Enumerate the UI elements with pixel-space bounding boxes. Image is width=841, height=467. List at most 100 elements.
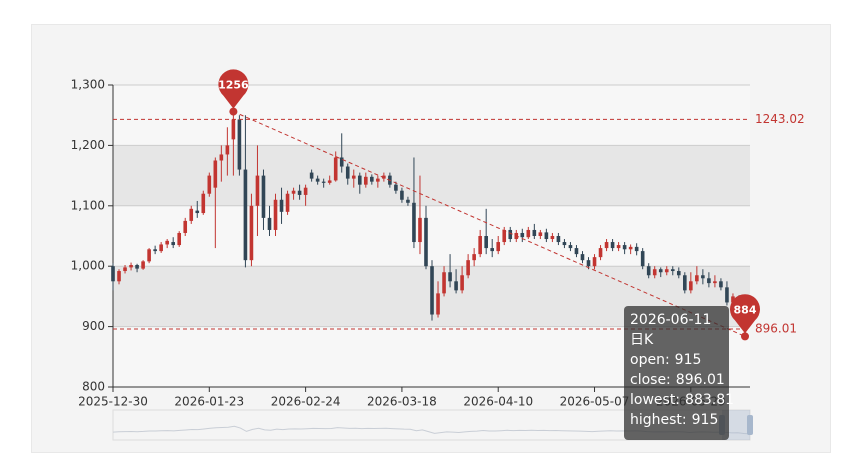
candle-body — [442, 272, 446, 294]
split-area — [113, 85, 750, 146]
candle-body — [165, 240, 169, 245]
candle-body — [183, 220, 188, 233]
candle-body — [689, 281, 693, 291]
candle-body — [153, 249, 157, 252]
y-tick-label: 1,000 — [71, 259, 105, 273]
candle-body — [568, 245, 573, 249]
x-tick-label: 2026-05-07 — [560, 395, 630, 409]
tooltip-row: open: 915 — [630, 350, 723, 370]
candle-body — [454, 281, 458, 291]
candle-body — [616, 245, 621, 249]
candle-body — [376, 178, 380, 182]
candle-body — [159, 244, 163, 252]
tooltip-row: close: 896.01 — [630, 370, 725, 390]
candle-body — [117, 271, 121, 282]
candle-body — [273, 199, 278, 230]
candle-body — [231, 119, 236, 140]
candle-body — [676, 271, 681, 276]
candle-body — [357, 175, 362, 185]
tooltip-row: highest: 915 — [630, 410, 723, 430]
tooltip-label: lowest: — [630, 392, 681, 408]
candle-body — [291, 190, 296, 194]
candle-body — [490, 248, 495, 252]
candle-body — [327, 180, 332, 183]
candle-body — [123, 267, 127, 272]
candle-body — [237, 119, 242, 170]
mark-line-end — [741, 332, 749, 341]
candle-body — [189, 208, 194, 221]
tooltip-value: 896.01 — [675, 372, 725, 388]
tooltip: 2026-06-11 日K open: 915 close: 896.01 lowest: 8… — [624, 306, 734, 440]
candle-body — [279, 199, 284, 212]
candle-body — [309, 172, 314, 179]
candle-body — [460, 275, 464, 291]
candle-body — [339, 157, 344, 167]
candle-body — [472, 254, 476, 261]
mark-line-end — [229, 107, 238, 116]
candle-body — [171, 242, 175, 246]
candle-body — [731, 296, 735, 303]
candle-body — [213, 160, 218, 188]
y-tick-label: 900 — [82, 319, 105, 333]
tooltip-label: open: — [630, 352, 670, 368]
split-area — [113, 145, 750, 206]
tooltip-value: 915 — [691, 412, 719, 428]
tooltip-row: lowest: 883.81 — [630, 390, 734, 410]
candle-body — [574, 248, 579, 255]
candle-body — [321, 181, 326, 183]
x-tick-label: 2025-12-30 — [78, 395, 148, 409]
y-tick-label: 1,200 — [71, 138, 105, 152]
candle-body — [400, 190, 404, 200]
candle-body — [382, 175, 386, 179]
mark-point-label: 884 — [734, 303, 757, 316]
candle-body — [478, 236, 482, 255]
tooltip-value: 883.81 — [685, 392, 735, 408]
candle-body — [484, 236, 488, 249]
candle-body — [303, 187, 308, 195]
candle-body — [713, 281, 717, 284]
candle-body — [586, 260, 591, 267]
candle-body — [683, 275, 687, 291]
candle-body — [526, 229, 531, 238]
candle-body — [701, 275, 705, 279]
tooltip-series: 日K — [630, 332, 654, 348]
split-area — [113, 205, 750, 267]
candle-body — [370, 176, 374, 182]
candle-body — [135, 264, 139, 269]
candle-body — [598, 248, 603, 258]
candle-body — [147, 249, 151, 262]
candle-body — [550, 236, 555, 240]
candle-body — [664, 269, 669, 273]
candle-body — [725, 287, 729, 303]
candle-body — [658, 269, 663, 273]
candle-body — [363, 176, 368, 185]
candle-body — [670, 269, 675, 272]
mark-point-label: 1256 — [218, 79, 249, 92]
y-tick-label: 1,100 — [71, 198, 105, 212]
candle-body — [129, 264, 133, 268]
candle-body — [406, 199, 410, 203]
mark-line-label: 1243.02 — [755, 112, 805, 126]
x-tick-label: 2026-01-23 — [174, 395, 244, 409]
candle-body — [508, 229, 513, 240]
candle-body — [466, 260, 470, 276]
candle-body — [538, 232, 543, 236]
tooltip-label: close: — [630, 372, 671, 388]
candle-body — [315, 178, 320, 182]
candle-body — [111, 266, 115, 282]
x-tick-label: 2026-02-24 — [271, 395, 341, 409]
candle-body — [544, 232, 549, 240]
candle-body — [225, 145, 230, 155]
x-tick-label: 2026-03-18 — [367, 395, 437, 409]
y-tick-label: 800 — [82, 380, 105, 394]
candle-body — [610, 242, 615, 249]
candle-body — [418, 217, 422, 243]
zoom-handle — [747, 415, 753, 435]
candle-body — [261, 175, 266, 218]
tooltip-date: 2026-06-11 — [630, 312, 712, 328]
candle-body — [195, 210, 200, 214]
candle-body — [255, 175, 260, 206]
candle-body — [219, 154, 224, 161]
candle-body — [141, 261, 145, 269]
